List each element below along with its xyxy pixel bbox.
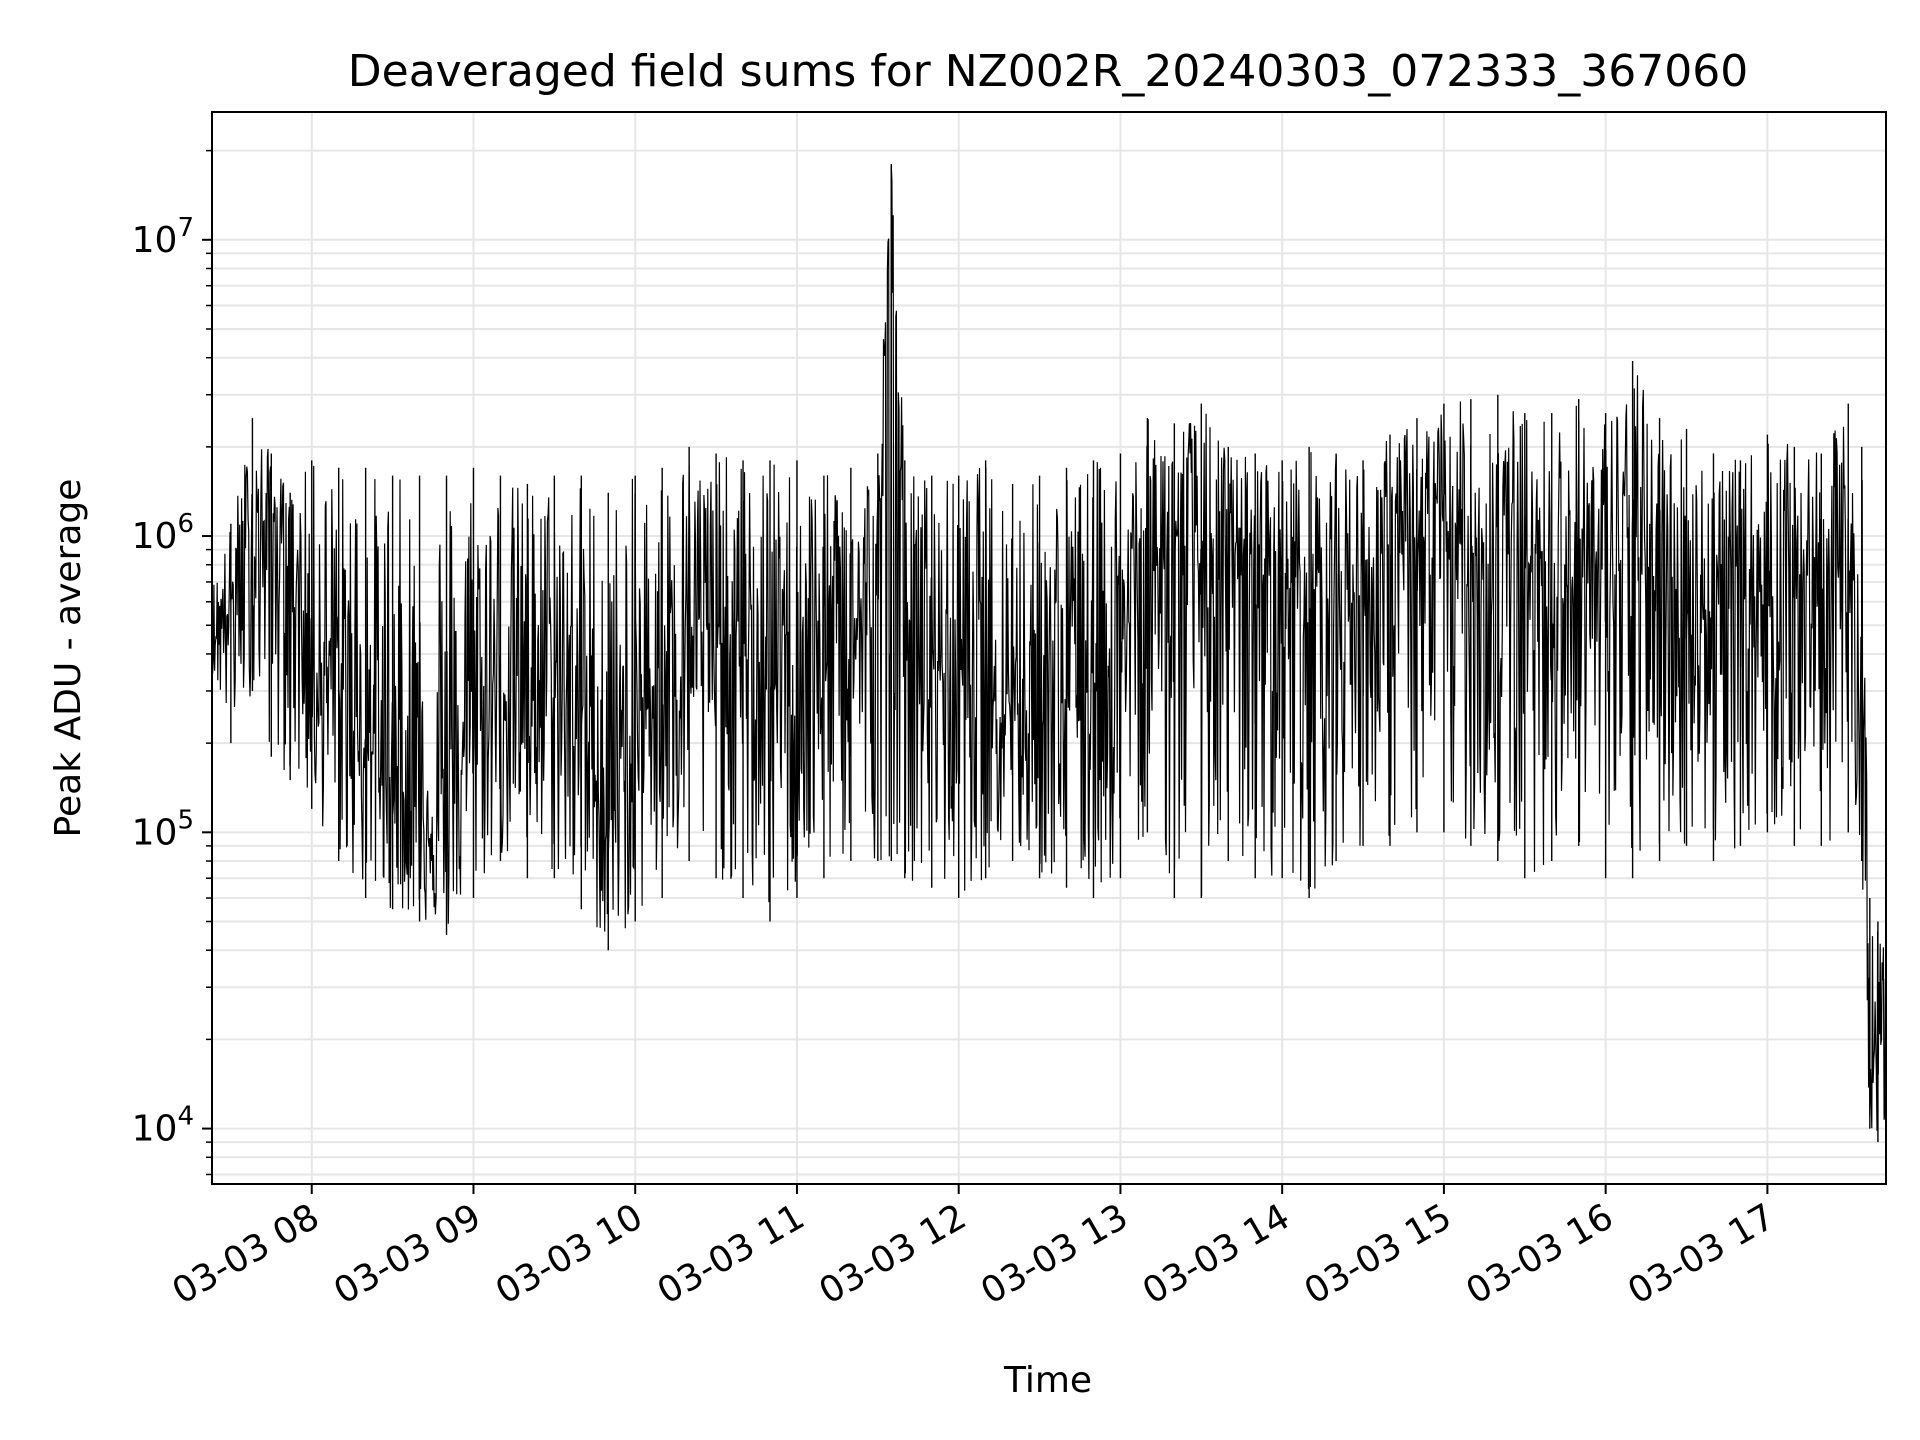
series-line [211,165,1887,1131]
x-axis-label: Time [1003,1360,1092,1401]
y-axis-label: Peak ADU - average [48,479,89,838]
chart-title: Deaveraged field sums for NZ002R_2024030… [348,46,1748,97]
plot-frame [211,111,1887,1185]
grid [212,112,1886,1184]
data-series [211,164,1887,1143]
y-tick-label: 105 [132,805,194,853]
y-tick-label: 106 [132,509,194,557]
y-tick-label: 104 [132,1102,194,1150]
y-tick-label: 107 [132,213,194,261]
